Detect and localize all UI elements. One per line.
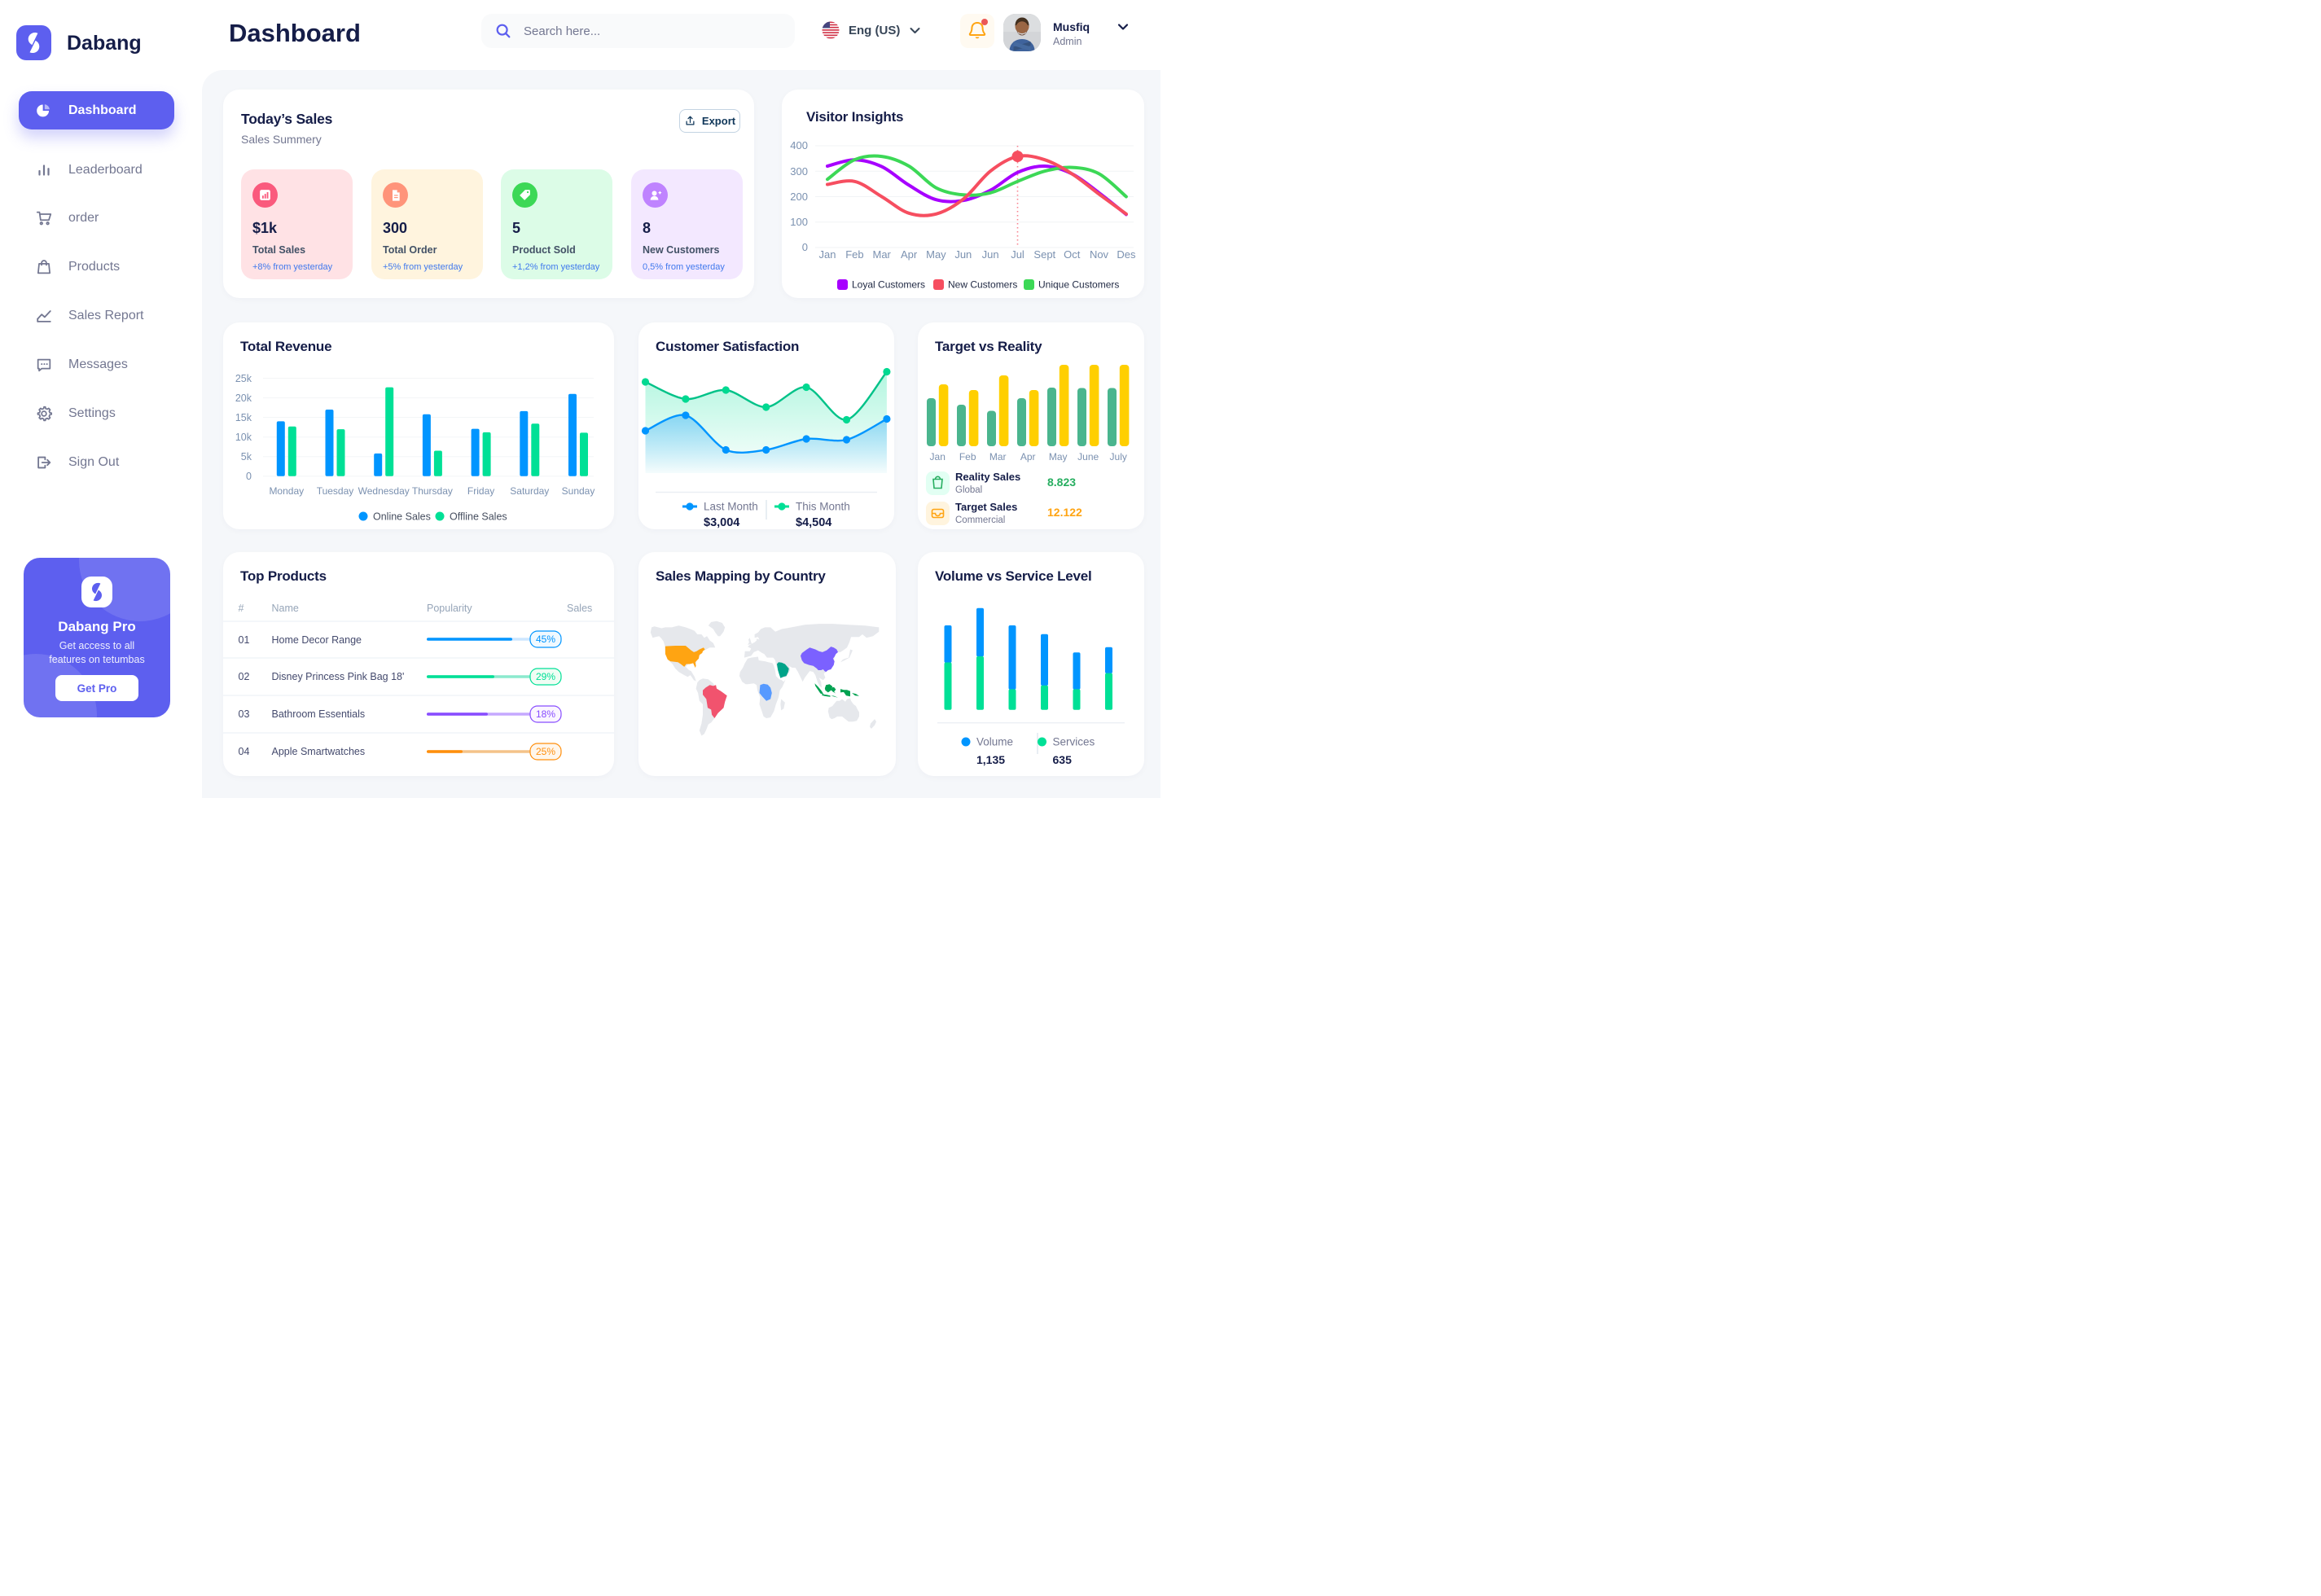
svg-text:18%: 18%	[536, 708, 555, 720]
svg-text:200: 200	[790, 191, 808, 203]
svg-text:Feb: Feb	[959, 451, 976, 463]
svg-text:635: 635	[1053, 753, 1073, 766]
svg-text:5k: 5k	[241, 451, 252, 463]
svg-text:Sept: Sept	[1033, 248, 1055, 261]
svg-text:Nov: Nov	[1090, 248, 1109, 261]
svg-text:July: July	[1110, 451, 1127, 463]
svg-text:Jun: Jun	[954, 248, 972, 261]
svg-text:400: 400	[790, 139, 808, 151]
svg-text:New Customers: New Customers	[948, 279, 1017, 291]
svg-text:Offline Sales: Offline Sales	[450, 511, 507, 523]
svg-text:Last Month: Last Month	[704, 501, 758, 513]
svg-text:$3,004: $3,004	[704, 516, 739, 529]
svg-text:03: 03	[239, 708, 250, 720]
svg-text:Saturday: Saturday	[510, 485, 549, 497]
svg-text:May: May	[926, 248, 946, 261]
svg-text:Volume: Volume	[976, 736, 1013, 748]
svg-text:Reality Sales: Reality Sales	[955, 471, 1020, 483]
svg-text:Apr: Apr	[901, 248, 918, 261]
svg-text:15k: 15k	[235, 412, 252, 423]
svg-text:Loyal Customers: Loyal Customers	[852, 279, 925, 291]
svg-text:Oct: Oct	[1064, 248, 1081, 261]
svg-text:04: 04	[239, 746, 250, 757]
svg-text:Jun: Jun	[982, 248, 999, 261]
svg-text:Jan: Jan	[819, 248, 836, 261]
svg-text:01: 01	[239, 634, 250, 646]
svg-text:25k: 25k	[235, 373, 252, 384]
svg-text:100: 100	[790, 216, 808, 228]
svg-text:Services: Services	[1053, 736, 1095, 748]
svg-text:Sunday: Sunday	[562, 485, 595, 497]
svg-text:Global: Global	[955, 485, 982, 495]
svg-text:Name: Name	[272, 603, 299, 614]
svg-text:10k: 10k	[235, 432, 252, 443]
svg-text:Sales: Sales	[567, 603, 592, 614]
svg-text:29%: 29%	[536, 671, 555, 682]
svg-text:Des: Des	[1117, 248, 1136, 261]
svg-text:Mar: Mar	[873, 248, 892, 261]
svg-text:Unique Customers: Unique Customers	[1038, 279, 1119, 291]
svg-text:May: May	[1049, 451, 1068, 463]
svg-text:Mar: Mar	[989, 451, 1007, 463]
svg-text:12.122: 12.122	[1047, 506, 1082, 519]
svg-text:Popularity: Popularity	[427, 603, 472, 614]
svg-text:Thursday: Thursday	[412, 485, 453, 497]
svg-text:Target Sales: Target Sales	[955, 501, 1017, 513]
svg-text:300: 300	[790, 165, 808, 178]
svg-text:0: 0	[802, 241, 808, 253]
svg-text:8.823: 8.823	[1047, 476, 1076, 489]
svg-text:Wednesday: Wednesday	[358, 485, 410, 497]
svg-text:Online Sales: Online Sales	[373, 511, 431, 523]
svg-text:0: 0	[246, 471, 252, 482]
svg-text:This Month: This Month	[796, 501, 850, 513]
svg-text:Bathroom Essentials: Bathroom Essentials	[272, 708, 366, 720]
svg-text:20k: 20k	[235, 392, 252, 404]
svg-text:25%: 25%	[536, 746, 555, 757]
svg-text:Home Decor Range: Home Decor Range	[272, 634, 362, 646]
svg-text:Commercial: Commercial	[955, 515, 1005, 525]
svg-text:#: #	[239, 603, 244, 614]
svg-text:45%: 45%	[536, 634, 555, 645]
svg-text:June: June	[1077, 451, 1099, 463]
svg-text:Friday: Friday	[467, 485, 494, 497]
svg-text:Disney Princess Pink Bag 18': Disney Princess Pink Bag 18'	[272, 671, 405, 682]
svg-text:Tuesday: Tuesday	[317, 485, 354, 497]
svg-text:Jan: Jan	[930, 451, 946, 463]
svg-text:Apr: Apr	[1020, 451, 1036, 463]
svg-text:Jul: Jul	[1011, 248, 1024, 261]
svg-text:Apple Smartwatches: Apple Smartwatches	[272, 746, 366, 757]
svg-text:1,135: 1,135	[976, 753, 1005, 766]
svg-text:Feb: Feb	[845, 248, 863, 261]
svg-text:02: 02	[239, 671, 250, 682]
svg-text:Monday: Monday	[269, 485, 304, 497]
svg-text:$4,504: $4,504	[796, 516, 831, 529]
